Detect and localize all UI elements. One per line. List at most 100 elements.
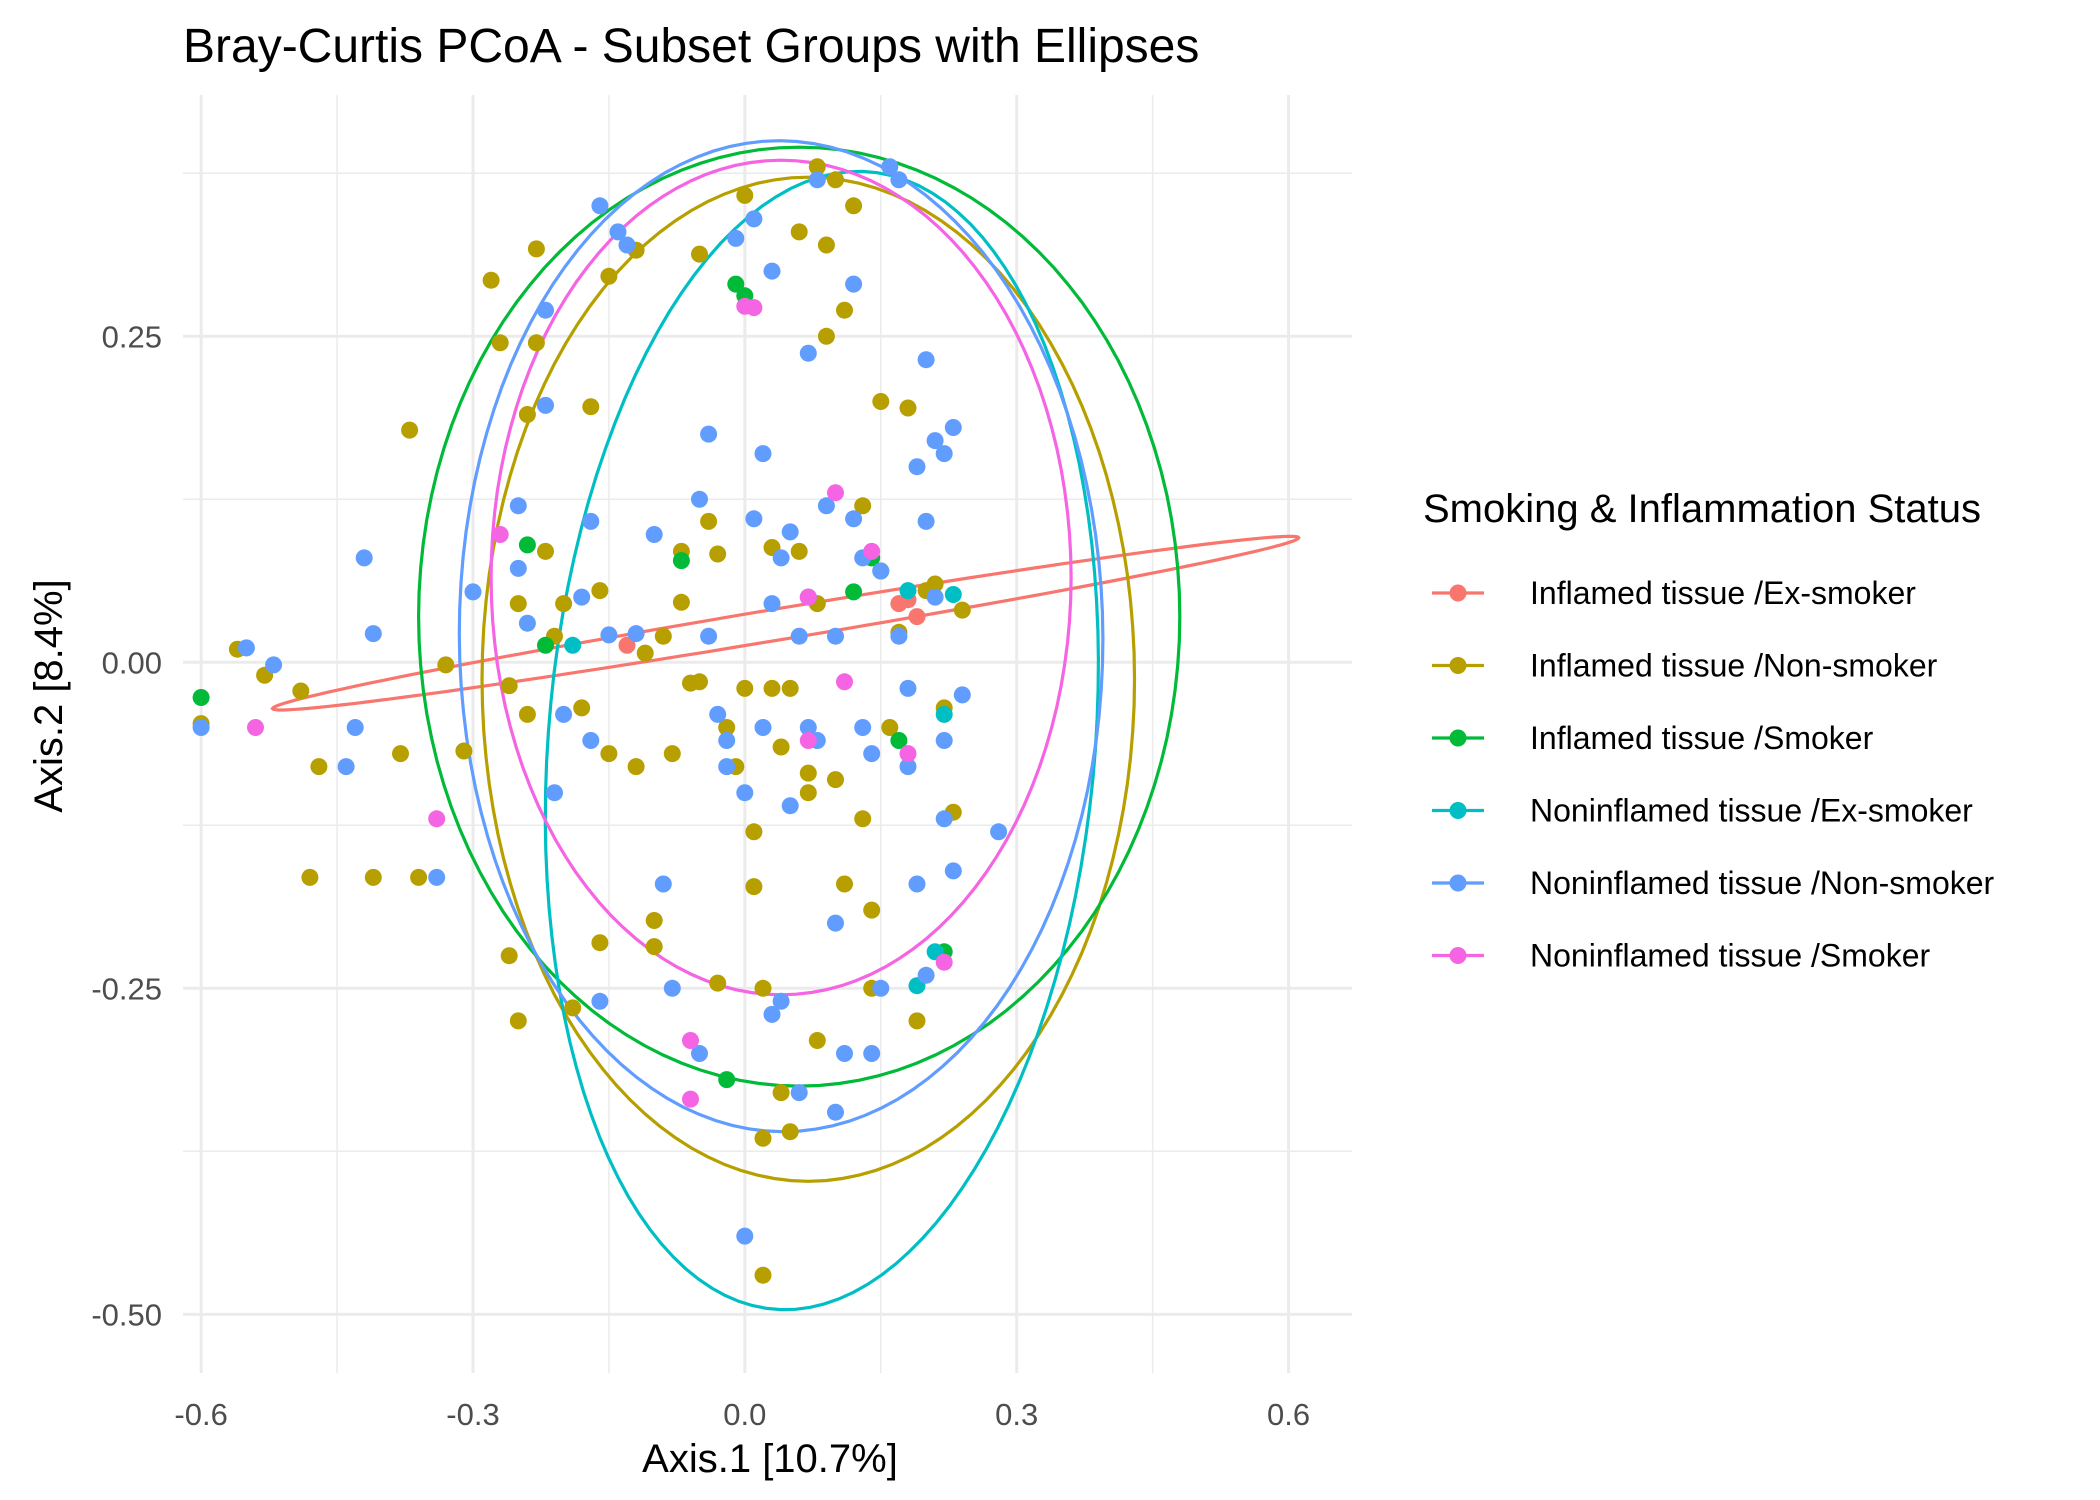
data-point (663, 979, 681, 997)
data-point (935, 445, 953, 463)
data-point (799, 732, 817, 749)
data-point (745, 510, 763, 528)
data-point (745, 210, 763, 228)
data-point (845, 510, 863, 528)
confidence-ellipse (543, 169, 1101, 1312)
data-point (863, 1045, 881, 1062)
data-point (772, 549, 790, 567)
data-point (935, 810, 953, 828)
data-point (754, 979, 772, 997)
data-point (953, 686, 971, 704)
data-point (754, 719, 772, 736)
data-point (609, 223, 627, 241)
data-point (437, 656, 455, 674)
data-point (890, 171, 908, 189)
data-point (518, 705, 536, 723)
data-point (836, 875, 853, 893)
data-point (836, 673, 853, 691)
data-point (817, 327, 835, 345)
data-point (527, 334, 545, 352)
data-point (990, 823, 1008, 841)
x-tick-label: -0.6 (174, 1397, 227, 1432)
data-point (754, 1129, 772, 1147)
data-point (926, 575, 944, 593)
data-point (854, 719, 872, 736)
data-point (817, 236, 835, 254)
data-point (817, 497, 835, 515)
data-point (663, 745, 681, 763)
data-point (265, 656, 283, 674)
data-point (953, 601, 971, 619)
data-point (509, 595, 527, 613)
data-point (718, 719, 736, 736)
data-point (827, 171, 844, 189)
data-point (527, 240, 545, 258)
data-point (845, 197, 863, 215)
data-point (301, 868, 319, 886)
data-point (872, 562, 890, 580)
data-point (827, 627, 844, 645)
data-point (808, 1032, 826, 1049)
data-point (700, 425, 718, 443)
data-point (636, 644, 654, 662)
x-tick-labels: -0.6 -0.3 0.0 0.3 0.6 (174, 1397, 1310, 1432)
data-point (573, 588, 591, 606)
data-point (464, 583, 482, 601)
data-point (736, 679, 754, 697)
data-point (781, 679, 799, 697)
data-point (192, 689, 210, 706)
data-point (591, 582, 609, 600)
y-tick-label: 0.00 (102, 645, 162, 680)
data-point (627, 625, 645, 643)
data-point (926, 432, 944, 450)
data-point (899, 582, 917, 600)
data-point (582, 512, 600, 530)
data-point (763, 679, 781, 697)
data-point (754, 1266, 772, 1284)
data-point (691, 673, 708, 691)
data-point (808, 158, 826, 176)
data-point (537, 301, 554, 319)
data-point (591, 992, 609, 1010)
data-point (727, 275, 745, 293)
data-point (718, 1071, 736, 1089)
data-point (591, 197, 609, 215)
data-point (827, 914, 844, 932)
data-point (709, 705, 727, 723)
confidence-ellipse (457, 139, 1105, 1134)
data-point (618, 636, 636, 654)
data-point (790, 627, 808, 645)
legend-label: Noninflamed tissue /Non-smoker (1530, 865, 1995, 901)
data-point (645, 526, 663, 543)
data-point (509, 559, 527, 577)
data-point (854, 810, 872, 828)
data-point (854, 497, 872, 515)
data-point (908, 875, 926, 893)
data-point (944, 862, 962, 880)
data-point (745, 299, 763, 317)
data-point (799, 784, 817, 802)
data-point (772, 1084, 790, 1102)
data-point (890, 627, 908, 645)
data-point (410, 868, 428, 886)
y-axis-title: Axis.2 [8.4%] (27, 579, 71, 812)
data-point (247, 719, 264, 736)
data-point (682, 1032, 699, 1049)
data-point (482, 271, 500, 289)
data-point (718, 732, 736, 749)
legend-key-point (1449, 657, 1467, 674)
data-point (582, 732, 600, 749)
x-axis-title: Axis.1 [10.7%] (642, 1437, 898, 1481)
legend-key-point (1449, 802, 1467, 819)
data-point (890, 732, 908, 749)
y-tick-label: 0.25 (102, 319, 162, 354)
data-point (691, 245, 708, 263)
data-point (709, 974, 727, 992)
data-point (917, 351, 935, 369)
data-point (899, 679, 917, 697)
data-point (346, 719, 364, 736)
data-point (491, 334, 509, 352)
data-point (573, 699, 591, 717)
